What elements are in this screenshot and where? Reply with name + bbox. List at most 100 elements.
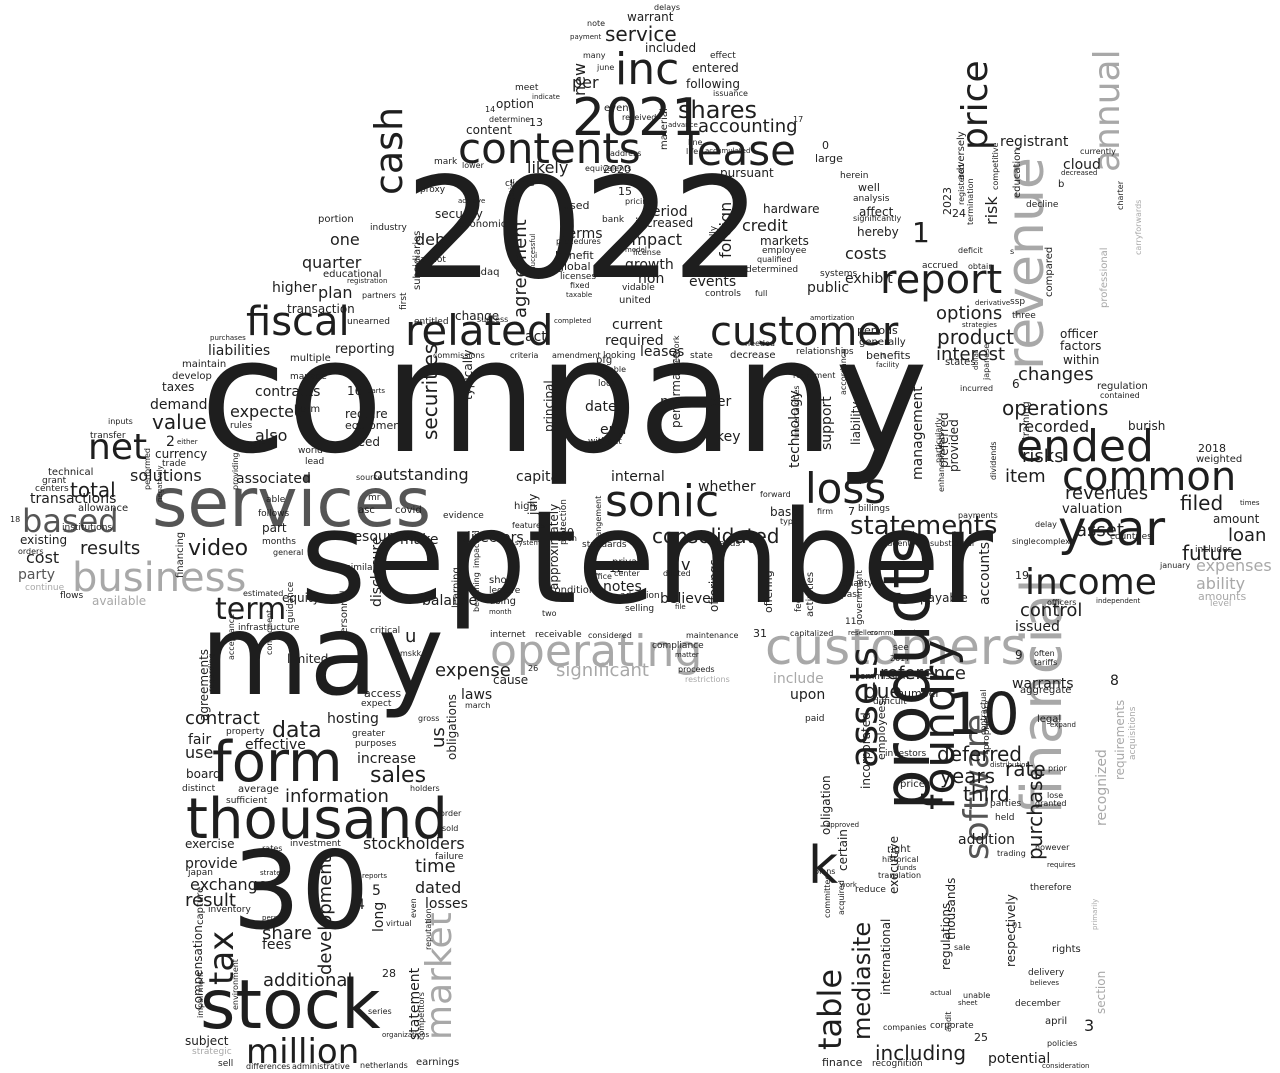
word-limited: limited — [287, 652, 329, 666]
word-trade: trade — [162, 459, 186, 469]
word-needs: needs — [713, 539, 741, 549]
word-gain: gain — [247, 441, 267, 451]
word-lower: lower — [462, 161, 484, 170]
word-personnel: personnel — [339, 590, 350, 640]
word-n8: 8 — [1110, 673, 1119, 689]
word-life: life — [686, 147, 699, 156]
word-analysis: analysis — [853, 194, 890, 204]
word-billings: billings — [858, 504, 890, 514]
word-capital: capital — [516, 469, 564, 485]
word-partners: partners — [362, 291, 396, 300]
word-accordance: accordance — [839, 348, 848, 395]
word-income: income — [1025, 562, 1157, 603]
word-world: world — [298, 446, 323, 456]
word-n12: 12 — [609, 561, 625, 575]
word-payable: payable — [920, 591, 968, 605]
word-n18: 18 — [10, 515, 21, 524]
word-n11: 11 — [845, 617, 857, 627]
word-loss: loss — [805, 464, 887, 513]
word-including: including — [875, 1041, 967, 1065]
word-u: u — [405, 626, 417, 647]
word-employee: employee — [762, 246, 807, 256]
word-capitalized: capitalized — [790, 629, 834, 638]
word-future: future — [1182, 541, 1243, 565]
word-lease: lease — [685, 126, 796, 175]
word-n28: 28 — [382, 967, 396, 980]
word-facility: facility — [876, 361, 900, 369]
word-similar: similar — [346, 563, 377, 573]
word-n31: 31 — [753, 627, 767, 640]
word-orders: orders — [18, 547, 44, 556]
word-table: table — [811, 968, 849, 1050]
word-n5: 5 — [372, 883, 381, 899]
word-n20: 20 — [560, 526, 574, 539]
word-include: include — [773, 671, 824, 687]
word-component: component — [265, 609, 274, 655]
word-impairment: impairment — [196, 971, 205, 1018]
word-ended: ended — [1016, 421, 1154, 472]
word-reduce: reduce — [855, 885, 886, 895]
word-follows: follows — [258, 509, 290, 519]
word-security: security — [435, 207, 483, 221]
word-beginning: beginning — [472, 572, 481, 612]
word-applicable: applicable — [585, 365, 627, 374]
word-service: service — [605, 22, 677, 46]
word-ssp: ssp — [1010, 297, 1026, 307]
word-reputation: reputation — [424, 908, 433, 950]
word-features: features — [512, 521, 546, 530]
word-herein: herein — [840, 171, 869, 181]
word-generally: generally — [859, 337, 906, 348]
word-party: party — [18, 567, 55, 583]
word-amount: amount — [1213, 512, 1260, 526]
word-per: per — [572, 73, 599, 92]
word-ability: ability — [1196, 574, 1246, 593]
word-shares: shares — [678, 96, 758, 124]
word-mr: mr — [368, 493, 381, 503]
word-stock: stock — [200, 966, 381, 1045]
word-advance: advance — [668, 121, 698, 129]
word-meet: meet — [515, 83, 539, 93]
word-common: common — [1062, 454, 1237, 500]
word-dollar: dollar — [972, 350, 980, 370]
word-n2017: 2017 — [890, 654, 911, 663]
word-unable: unable — [963, 991, 991, 1000]
word-global: global — [557, 260, 591, 273]
word-transaction: transaction — [287, 302, 355, 316]
word-expand: expand — [1050, 721, 1076, 729]
word-legal: legal — [1037, 714, 1062, 725]
word-act: act — [525, 329, 547, 345]
word-periods: periods — [857, 324, 898, 337]
word-n19: 19 — [1015, 569, 1029, 582]
word-share: share — [262, 923, 312, 944]
word-parties: parties — [990, 799, 1022, 809]
word-w10: 10 — [946, 680, 1020, 748]
word-notes: notes — [603, 579, 642, 595]
word-multiple: multiple — [290, 353, 331, 364]
word-n7: 7 — [848, 505, 855, 518]
word-particularly: particularly — [934, 417, 943, 463]
word-property: property — [226, 727, 265, 737]
word-options: options — [936, 303, 1003, 324]
word-criteria: criteria — [510, 351, 539, 360]
word-compliance: compliance — [652, 641, 704, 651]
word-certain: certain — [836, 829, 850, 871]
word-grant: grant — [42, 476, 67, 486]
word-currently: currently — [1080, 147, 1116, 156]
word-single: single — [1012, 537, 1036, 546]
word-often: often — [1034, 649, 1055, 658]
word-rate: rate — [1005, 757, 1046, 781]
word-risks: risks — [1022, 446, 1064, 467]
word-dividends: dividends — [989, 441, 998, 480]
word-parts: parts — [367, 387, 386, 395]
word-clients: clients — [505, 179, 535, 189]
word-inputs: inputs — [108, 417, 133, 426]
word-offerings: offerings — [707, 559, 721, 612]
word-resellers: resellers — [848, 629, 878, 637]
word-n24: 24 — [952, 207, 966, 220]
word-additional: additional — [263, 970, 353, 991]
word-licenses: licenses — [560, 272, 597, 282]
word-rules: rules — [230, 421, 253, 431]
word-officers: officers — [1047, 598, 1077, 607]
word-credit: credit — [742, 216, 788, 235]
word-sale: sale — [954, 943, 971, 952]
